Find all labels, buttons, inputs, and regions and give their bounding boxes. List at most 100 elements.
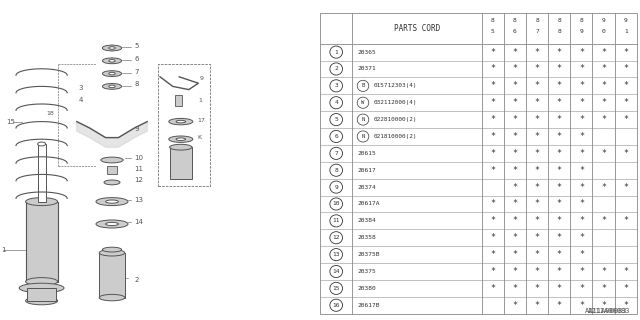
Text: *: * [601,216,606,225]
Ellipse shape [109,60,115,62]
Text: *: * [601,284,606,293]
Text: *: * [623,216,628,225]
Text: 20617: 20617 [357,168,376,173]
Text: 9: 9 [624,18,628,23]
Ellipse shape [176,120,186,123]
Text: K: K [198,135,202,140]
Text: *: * [579,98,584,107]
Text: *: * [490,132,495,141]
Ellipse shape [109,85,115,88]
Text: *: * [490,250,495,259]
Ellipse shape [176,138,186,140]
Text: 20371: 20371 [357,67,376,71]
Text: 8: 8 [535,18,539,23]
Text: *: * [513,216,517,225]
Text: *: * [557,183,562,192]
Text: 0: 0 [602,29,605,34]
Text: 20615: 20615 [357,151,376,156]
Text: *: * [513,149,517,158]
Text: N: N [362,134,365,139]
Text: B: B [362,83,365,88]
Text: 20384: 20384 [357,218,376,223]
Text: *: * [490,216,495,225]
Bar [170,147,192,179]
Text: *: * [579,199,584,209]
Text: *: * [557,81,562,90]
Text: *: * [534,98,540,107]
Text: 9: 9 [134,126,139,132]
Text: *: * [513,132,517,141]
Text: 14: 14 [332,269,340,274]
Text: *: * [513,199,517,209]
Text: 6: 6 [134,56,139,62]
Text: *: * [534,64,540,74]
Text: *: * [513,233,517,242]
Text: *: * [513,115,517,124]
Text: 4: 4 [334,100,338,105]
Text: 7: 7 [334,151,338,156]
Text: *: * [490,199,495,209]
Text: *: * [490,267,495,276]
Text: *: * [513,81,517,90]
Text: 022810000(2): 022810000(2) [374,117,417,122]
Bar [99,253,125,298]
Text: *: * [490,166,495,175]
Text: 9: 9 [602,18,605,23]
Text: 9: 9 [579,29,583,34]
Text: *: * [534,199,540,209]
Ellipse shape [19,283,64,293]
Text: *: * [513,98,517,107]
Text: 1: 1 [334,50,338,55]
Text: *: * [623,115,628,124]
Text: 8: 8 [557,29,561,34]
Text: *: * [579,115,584,124]
Text: 2: 2 [334,67,338,71]
Ellipse shape [102,45,122,51]
Text: *: * [534,250,540,259]
Text: *: * [513,64,517,74]
Text: 11: 11 [134,166,143,172]
Ellipse shape [102,71,122,76]
Text: 7: 7 [134,68,139,75]
Text: *: * [557,98,562,107]
Ellipse shape [26,197,58,205]
Text: *: * [579,132,584,141]
Text: 6: 6 [334,134,338,139]
Ellipse shape [169,136,193,142]
Ellipse shape [101,157,123,163]
Text: *: * [579,149,584,158]
Text: 9: 9 [334,185,338,190]
Text: *: * [513,183,517,192]
Text: *: * [534,284,540,293]
Text: 5: 5 [134,43,139,49]
Text: 7: 7 [535,29,539,34]
Text: *: * [513,267,517,276]
Text: *: * [490,284,495,293]
Text: *: * [579,250,584,259]
Ellipse shape [106,200,118,203]
Ellipse shape [106,222,118,226]
Text: *: * [513,250,517,259]
Text: *: * [534,183,540,192]
Text: *: * [579,267,584,276]
Text: A211A00083: A211A00083 [588,308,630,314]
Text: *: * [513,284,517,293]
Text: 4: 4 [79,97,83,103]
Text: *: * [534,81,540,90]
Text: *: * [623,64,628,74]
Ellipse shape [102,84,122,89]
Text: *: * [623,284,628,293]
Text: 10: 10 [332,202,340,206]
Text: 1: 1 [198,98,202,103]
Text: *: * [490,115,495,124]
Bar [38,144,46,202]
Text: *: * [579,64,584,74]
Text: *: * [557,199,562,209]
Text: *: * [623,149,628,158]
Text: 5: 5 [491,29,495,34]
Text: 3: 3 [334,83,338,88]
Ellipse shape [99,250,125,256]
Text: 8: 8 [334,168,338,173]
Text: *: * [601,301,606,310]
Text: 12: 12 [134,177,143,183]
